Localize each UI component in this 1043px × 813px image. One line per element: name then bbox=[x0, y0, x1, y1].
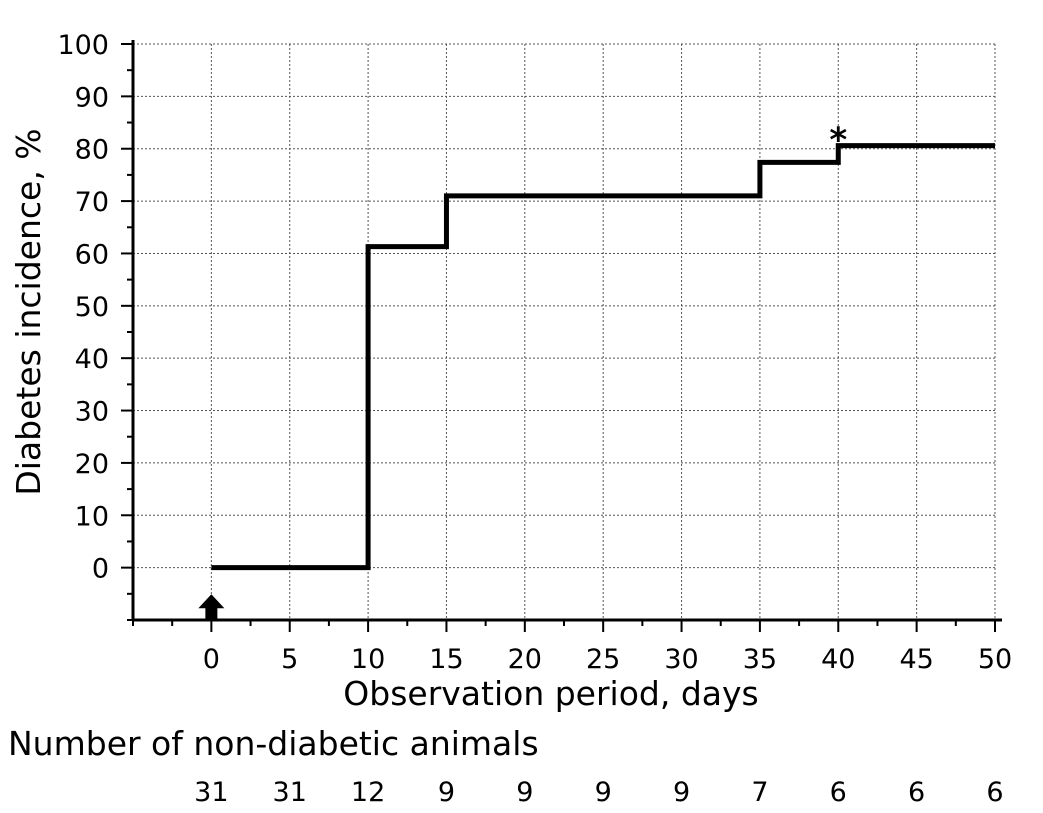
x-tick-label: 45 bbox=[899, 644, 933, 675]
series bbox=[211, 143, 995, 571]
annotations: * bbox=[198, 121, 847, 621]
x-tick-label: 10 bbox=[351, 644, 385, 675]
non-diabetic-count: 31 bbox=[194, 777, 228, 808]
axes bbox=[131, 40, 1002, 622]
non-diabetic-count: 31 bbox=[273, 777, 307, 808]
non-diabetic-count: 6 bbox=[908, 777, 925, 808]
y-tick-label: 70 bbox=[75, 187, 109, 218]
non-diabetic-count: 9 bbox=[516, 777, 533, 808]
significance-asterisk: * bbox=[829, 121, 847, 161]
y-tick-label: 60 bbox=[75, 239, 109, 270]
grid bbox=[133, 43, 996, 620]
incidence-step-line bbox=[211, 143, 995, 571]
non-diabetic-count: 12 bbox=[351, 777, 385, 808]
y-tick-label: 20 bbox=[75, 449, 109, 480]
y-tick-label: 100 bbox=[57, 30, 109, 61]
x-tick-label: 15 bbox=[429, 644, 463, 675]
x-tick-label: 5 bbox=[281, 644, 298, 675]
y-tick-label: 0 bbox=[92, 554, 109, 585]
ticks: 0 10 20 30 40 50 60 70 80 90 100 0 5 10 15 20 25 30 35 40 45… bbox=[57, 30, 1012, 675]
non-diabetic-count: 6 bbox=[986, 777, 1003, 808]
y-tick-label: 90 bbox=[75, 82, 109, 113]
x-tick-label: 35 bbox=[743, 644, 777, 675]
non-diabetic-count: 9 bbox=[595, 777, 612, 808]
risk-table-values: 31 31 12 9 9 9 9 7 6 6 6 bbox=[194, 777, 1003, 808]
x-tick-label: 20 bbox=[508, 644, 542, 675]
x-tick-label: 30 bbox=[664, 644, 698, 675]
y-tick-label: 50 bbox=[75, 292, 109, 323]
x-axis-title: Observation period, days bbox=[343, 674, 758, 713]
x-tick-label: 50 bbox=[978, 644, 1012, 675]
x-tick-label: 40 bbox=[821, 644, 855, 675]
x-tick-label: 0 bbox=[203, 644, 220, 675]
y-tick-label: 40 bbox=[75, 344, 109, 375]
non-diabetic-count: 7 bbox=[751, 777, 768, 808]
up-arrow-icon bbox=[198, 594, 225, 621]
non-diabetic-count: 6 bbox=[830, 777, 847, 808]
y-tick-label: 30 bbox=[75, 397, 109, 428]
y-tick-label: 80 bbox=[75, 135, 109, 166]
risk-table-title: Number of non-diabetic animals bbox=[8, 724, 539, 763]
y-tick-label: 10 bbox=[75, 501, 109, 532]
y-axis-title: Diabetes incidence, % bbox=[9, 128, 48, 495]
non-diabetic-count: 9 bbox=[438, 777, 455, 808]
non-diabetic-count: 9 bbox=[673, 777, 690, 808]
x-tick-label: 25 bbox=[586, 644, 620, 675]
